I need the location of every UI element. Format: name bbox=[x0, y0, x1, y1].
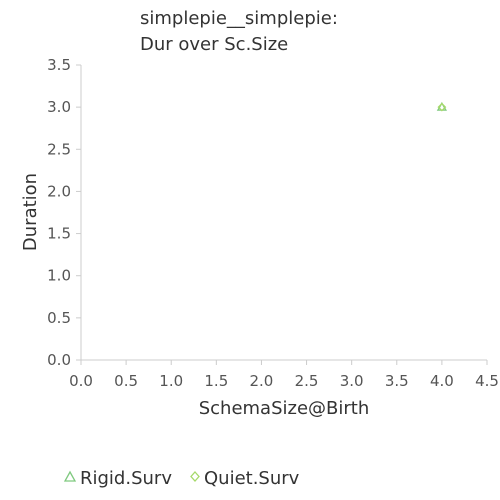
y-tick-label: 0.5 bbox=[47, 309, 71, 327]
y-tick-label: 2.5 bbox=[47, 140, 71, 158]
legend[interactable]: Rigid.Surv Quiet.Surv bbox=[63, 468, 300, 489]
legend-label-rigid-surv: Rigid.Surv bbox=[80, 468, 172, 489]
legend-label-quiet-surv: Quiet.Surv bbox=[204, 468, 300, 489]
y-tick-label: 3.0 bbox=[47, 98, 71, 116]
y-tick-label: 1.5 bbox=[47, 225, 71, 243]
y-tick-label: 2.0 bbox=[47, 182, 71, 200]
data-points bbox=[436, 101, 448, 112]
x-tick-label: 3.0 bbox=[340, 372, 364, 390]
x-tick-label: 1.0 bbox=[159, 372, 183, 390]
chart-title-line-2: Dur over Sc.Size bbox=[140, 34, 288, 55]
data-point-quiet-surv bbox=[437, 102, 447, 112]
x-tick-label: 0.0 bbox=[69, 372, 93, 390]
x-tick-label: 2.0 bbox=[250, 372, 274, 390]
chart-title-line-1: simplepie__simplepie: bbox=[140, 8, 338, 29]
x-tick-label: 1.5 bbox=[204, 372, 228, 390]
x-ticks: 0.0 0.5 1.0 1.5 2.0 2.5 3.0 3.5 4.0 4.5 bbox=[69, 360, 499, 390]
x-tick-label: 3.5 bbox=[385, 372, 409, 390]
diamond-marker-icon bbox=[190, 471, 200, 482]
x-axis-label: SchemaSize@Birth bbox=[199, 398, 370, 419]
triangle-marker-icon bbox=[63, 470, 77, 482]
y-tick-label: 1.0 bbox=[47, 267, 71, 285]
legend-item-rigid-surv[interactable]: Rigid.Surv bbox=[63, 468, 172, 489]
legend-item-quiet-surv[interactable]: Quiet.Surv bbox=[190, 468, 300, 489]
y-tick-label: 3.5 bbox=[47, 56, 71, 74]
y-axis-label: Duration bbox=[20, 173, 41, 251]
x-tick-label: 2.5 bbox=[295, 372, 319, 390]
y-ticks: 0.0 0.5 1.0 1.5 2.0 2.5 3.0 3.5 bbox=[47, 56, 81, 369]
x-tick-label: 0.5 bbox=[114, 372, 138, 390]
y-tick-label: 0.0 bbox=[47, 351, 71, 369]
x-tick-label: 4.0 bbox=[430, 372, 454, 390]
x-tick-label: 4.5 bbox=[475, 372, 499, 390]
